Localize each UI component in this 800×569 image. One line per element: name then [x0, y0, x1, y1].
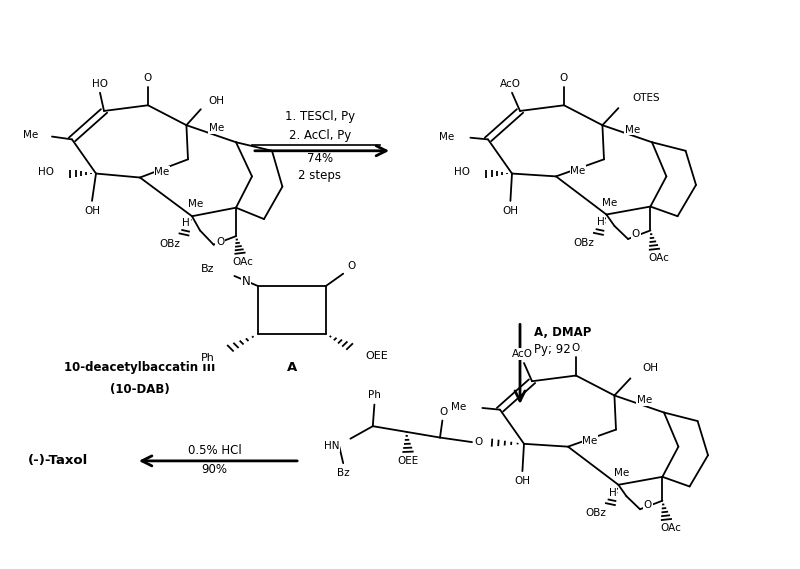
Text: OTES: OTES	[633, 93, 661, 103]
Text: 0.5% HCl: 0.5% HCl	[187, 444, 242, 457]
Text: Me: Me	[451, 402, 466, 412]
Text: HO: HO	[38, 167, 54, 178]
Text: (-)-Taxol: (-)-Taxol	[27, 455, 88, 467]
Text: 2. AcCl, Py: 2. AcCl, Py	[289, 129, 351, 142]
Text: AcO: AcO	[512, 349, 533, 359]
Text: OH: OH	[209, 96, 225, 106]
Text: N: N	[242, 275, 250, 288]
Text: (10-DAB): (10-DAB)	[110, 384, 170, 396]
Text: Py; 92%: Py; 92%	[534, 344, 582, 356]
Text: Bz: Bz	[201, 264, 214, 274]
Text: 2 steps: 2 steps	[298, 169, 342, 182]
Text: Ph: Ph	[368, 390, 381, 400]
Text: 74%: 74%	[307, 152, 333, 164]
Text: Me: Me	[570, 166, 586, 176]
Text: Me: Me	[625, 125, 640, 135]
Text: OAc: OAc	[232, 257, 253, 267]
Text: O: O	[348, 261, 356, 271]
Text: Me: Me	[637, 395, 652, 405]
Text: Me: Me	[582, 436, 598, 446]
Text: HN: HN	[324, 441, 339, 451]
Text: OEE: OEE	[398, 456, 418, 467]
Text: OH: OH	[642, 363, 658, 373]
Text: OEE: OEE	[366, 351, 388, 361]
Text: Me: Me	[154, 167, 170, 177]
Text: Me: Me	[209, 123, 224, 133]
Text: HO: HO	[92, 79, 108, 89]
Text: O: O	[440, 407, 448, 417]
Text: AcO: AcO	[500, 79, 521, 89]
Text: OH: OH	[514, 476, 530, 486]
Text: O: O	[474, 437, 482, 447]
Text: OH: OH	[84, 205, 100, 216]
Text: O: O	[144, 73, 152, 83]
Text: OBz: OBz	[159, 238, 180, 249]
Text: HO: HO	[454, 167, 470, 178]
Text: 10-deacetylbaccatin III: 10-deacetylbaccatin III	[64, 361, 216, 373]
Text: O: O	[216, 237, 224, 247]
Text: Me: Me	[439, 131, 454, 142]
Text: H: H	[597, 217, 605, 228]
Text: Me: Me	[614, 468, 630, 479]
Text: OH: OH	[502, 205, 518, 216]
Text: 1. TESCl, Py: 1. TESCl, Py	[285, 110, 355, 123]
Text: O: O	[644, 500, 652, 510]
Text: Ph: Ph	[201, 353, 214, 363]
Text: OBz: OBz	[574, 238, 594, 248]
Text: Me: Me	[23, 130, 38, 140]
Text: H: H	[182, 218, 190, 228]
Text: 90%: 90%	[202, 463, 227, 476]
Text: Me: Me	[188, 199, 203, 209]
Text: H: H	[609, 488, 617, 498]
Text: O: O	[632, 229, 640, 240]
Text: O: O	[560, 73, 568, 83]
Text: OBz: OBz	[586, 508, 606, 518]
Text: A: A	[287, 361, 297, 373]
Text: OAc: OAc	[648, 253, 669, 263]
Text: Bz: Bz	[337, 468, 350, 479]
Text: OAc: OAc	[660, 523, 681, 533]
Text: O: O	[572, 343, 580, 353]
Text: A, DMAP: A, DMAP	[534, 327, 592, 339]
Text: Me: Me	[602, 198, 618, 208]
